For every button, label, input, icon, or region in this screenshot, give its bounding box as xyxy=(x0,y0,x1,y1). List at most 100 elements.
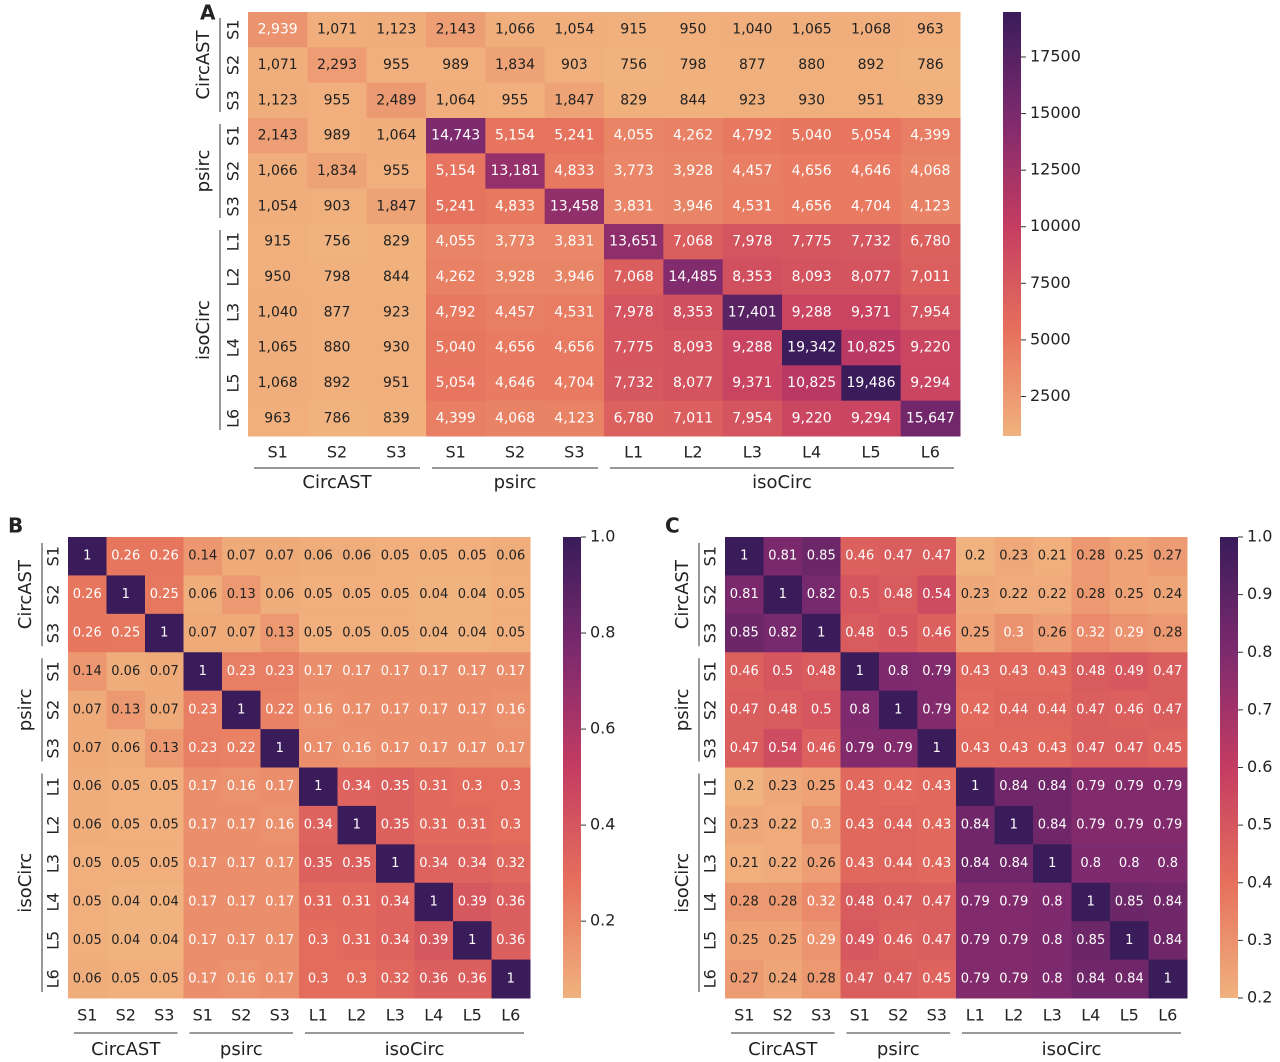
cell-label: 19,486 xyxy=(847,375,896,391)
cell-label: 7,954 xyxy=(732,410,772,426)
cell-label: 0.43 xyxy=(845,818,874,833)
y-tick-label: L3 xyxy=(44,854,63,873)
cell-label: 2,143 xyxy=(258,128,298,144)
heatmap-cell xyxy=(183,882,223,922)
cell-label: 798 xyxy=(324,269,351,285)
heatmap-cell xyxy=(376,729,415,768)
cell-label: 0.17 xyxy=(304,664,333,679)
cell-label: 0.34 xyxy=(304,818,333,833)
cell-label: 0.47 xyxy=(922,894,951,909)
cell-label: 877 xyxy=(739,57,766,73)
heatmap-cell xyxy=(1148,844,1188,884)
cell-label: 0.36 xyxy=(458,971,487,986)
cell-label: 5,040 xyxy=(792,128,832,144)
heatmap-cell xyxy=(604,294,664,331)
y-tick-label: S2 xyxy=(44,700,63,720)
heatmap-cell xyxy=(917,921,957,961)
cell-label: 0.05 xyxy=(381,549,410,564)
heatmap-cell xyxy=(956,690,995,730)
heatmap-cell xyxy=(1148,575,1188,615)
heatmap-cell xyxy=(106,921,146,961)
y-tick-label: L1 xyxy=(701,777,720,796)
cell-label: 0.46 xyxy=(730,664,759,679)
heatmap-cell xyxy=(900,224,961,260)
cell-label: 0.79 xyxy=(922,664,951,679)
cell-label: 4,531 xyxy=(732,198,772,214)
y-tick-label: L6 xyxy=(701,969,720,988)
heatmap-cell xyxy=(841,47,902,84)
cell-label: 0.04 xyxy=(419,587,448,602)
cell-label: 1,847 xyxy=(554,92,594,108)
y-tick-label: L6 xyxy=(224,409,243,428)
y-tick-label: L4 xyxy=(701,892,720,911)
cell-label: 0.16 xyxy=(342,741,371,756)
y-tick-label: L5 xyxy=(224,373,243,392)
heatmap-cell xyxy=(366,224,427,260)
cell-label: 0.28 xyxy=(1076,587,1105,602)
heatmap-cell xyxy=(994,537,1034,576)
cell-label: 0.3 xyxy=(346,971,367,986)
cell-label: 756 xyxy=(620,57,647,73)
heatmap-cell xyxy=(491,537,531,576)
heatmap-cell xyxy=(299,805,338,845)
cell-label: 1 xyxy=(237,702,245,717)
heatmap-cell xyxy=(1071,652,1111,692)
heatmap-cell xyxy=(1110,690,1149,730)
cell-label: 0.17 xyxy=(381,702,410,717)
heatmap-cell xyxy=(879,690,918,730)
cell-label: 7,068 xyxy=(614,269,654,285)
heatmap-cell xyxy=(782,82,842,119)
heatmap-cell xyxy=(366,153,427,190)
heatmap-cell xyxy=(802,613,841,653)
heatmap-cell xyxy=(106,575,146,615)
heatmap-cell xyxy=(956,767,995,807)
cell-label: 0.05 xyxy=(458,549,487,564)
cell-label: 0.28 xyxy=(807,971,836,986)
heatmap-cell xyxy=(68,844,107,884)
heatmap-cell xyxy=(663,365,724,402)
cell-label: 0.43 xyxy=(845,856,874,871)
cell-label: 4,068 xyxy=(495,410,535,426)
heatmap-cell xyxy=(879,613,918,653)
heatmap-cell xyxy=(956,575,995,615)
cell-label: 7,011 xyxy=(673,410,713,426)
cell-label: 1,065 xyxy=(792,22,832,38)
cell-label: 0.32 xyxy=(381,971,410,986)
heatmap-cell xyxy=(879,844,918,884)
heatmap-cell xyxy=(307,224,368,260)
heatmap-cell xyxy=(337,575,377,615)
y-tick-label: S3 xyxy=(224,90,243,110)
heatmap-cell xyxy=(544,12,605,48)
cell-label: 0.23 xyxy=(999,549,1028,564)
cell-label: 0.04 xyxy=(458,626,487,641)
heatmap-cell xyxy=(725,613,764,653)
cell-label: 0.07 xyxy=(227,549,256,564)
heatmap-cell xyxy=(106,767,146,807)
y-group-label: psirc xyxy=(672,689,693,732)
heatmap-cell xyxy=(725,690,764,730)
cell-label: 0.47 xyxy=(884,549,913,564)
cell-label: 880 xyxy=(324,340,351,356)
cell-label: 892 xyxy=(324,375,351,391)
heatmap-cell xyxy=(248,12,308,48)
cell-label: 4,055 xyxy=(614,128,654,144)
cell-label: 9,371 xyxy=(732,375,772,391)
cell-label: 13,181 xyxy=(491,163,540,179)
heatmap-cell xyxy=(917,882,957,922)
cell-label: 0.26 xyxy=(111,549,140,564)
cell-label: 0.13 xyxy=(227,587,256,602)
x-tick-label: S3 xyxy=(386,443,406,462)
heatmap-cell xyxy=(840,690,880,730)
heatmap-cell xyxy=(763,729,803,768)
cell-label: 1 xyxy=(779,587,787,602)
cell-label: 0.17 xyxy=(419,664,448,679)
heatmap-cell xyxy=(917,767,957,807)
cell-label: 0.81 xyxy=(768,549,797,564)
cell-label: 955 xyxy=(502,92,529,108)
heatmap-cell xyxy=(782,47,842,84)
cell-label: 0.05 xyxy=(111,818,140,833)
heatmap-cell xyxy=(414,537,454,576)
cell-label: 4,399 xyxy=(910,128,950,144)
cell-label: 0.17 xyxy=(458,702,487,717)
cell-label: 0.07 xyxy=(150,664,179,679)
